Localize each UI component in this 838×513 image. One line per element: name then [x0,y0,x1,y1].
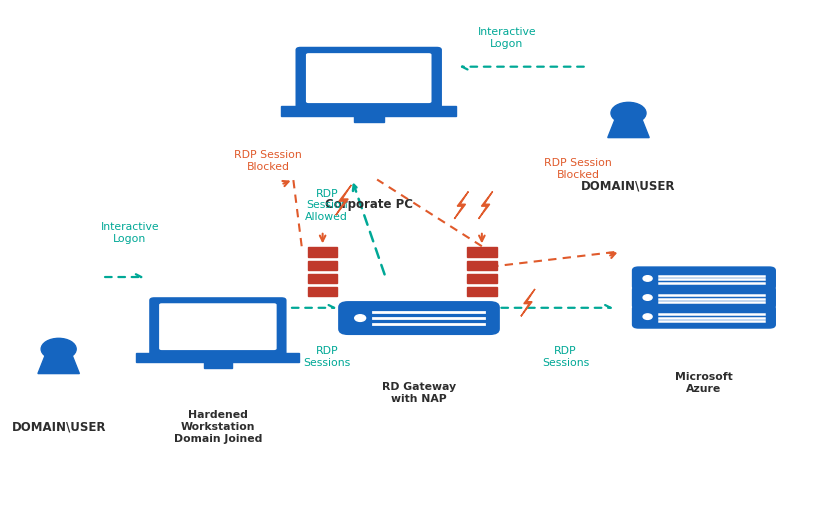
Bar [204,362,232,368]
Text: DOMAIN\USER: DOMAIN\USER [12,421,106,433]
Text: Interactive
Logon: Interactive Logon [101,222,159,244]
Polygon shape [38,353,80,373]
Circle shape [41,339,76,360]
Bar [308,273,338,283]
Bar [137,353,299,362]
FancyBboxPatch shape [306,53,432,103]
Bar [308,287,338,297]
Circle shape [643,314,652,320]
Text: DOMAIN\USER: DOMAIN\USER [582,180,675,192]
FancyBboxPatch shape [159,303,277,350]
Bar [354,116,384,122]
Bar [467,273,497,283]
Text: Microsoft
Azure: Microsoft Azure [675,372,732,393]
Polygon shape [608,117,649,137]
Circle shape [643,275,652,281]
Polygon shape [521,289,535,317]
Bar [467,247,497,257]
Text: RDP
Session
Allowed: RDP Session Allowed [305,189,349,222]
Text: RDP Session
Blocked: RDP Session Blocked [545,158,612,180]
FancyBboxPatch shape [632,266,776,290]
Text: RDP Session
Blocked: RDP Session Blocked [235,150,302,172]
Circle shape [354,315,365,321]
FancyBboxPatch shape [296,47,442,109]
FancyBboxPatch shape [338,301,499,335]
Circle shape [611,103,646,124]
Text: Interactive
Logon: Interactive Logon [478,27,536,49]
Bar [308,247,338,257]
Bar [467,287,497,297]
Bar [467,261,497,270]
Text: Hardened
Workstation
Domain Joined: Hardened Workstation Domain Joined [173,410,262,444]
Bar [308,261,338,270]
Text: RDP
Sessions: RDP Sessions [542,346,589,368]
Text: RDP
Sessions: RDP Sessions [303,346,350,368]
Circle shape [643,295,652,300]
Polygon shape [478,191,493,219]
Text: Corporate PC: Corporate PC [324,198,413,210]
Text: RD Gateway
with NAP: RD Gateway with NAP [382,382,456,404]
Polygon shape [454,191,468,219]
Polygon shape [336,185,351,215]
FancyBboxPatch shape [632,285,776,310]
Bar [282,106,456,116]
FancyBboxPatch shape [632,305,776,329]
FancyBboxPatch shape [149,297,287,356]
